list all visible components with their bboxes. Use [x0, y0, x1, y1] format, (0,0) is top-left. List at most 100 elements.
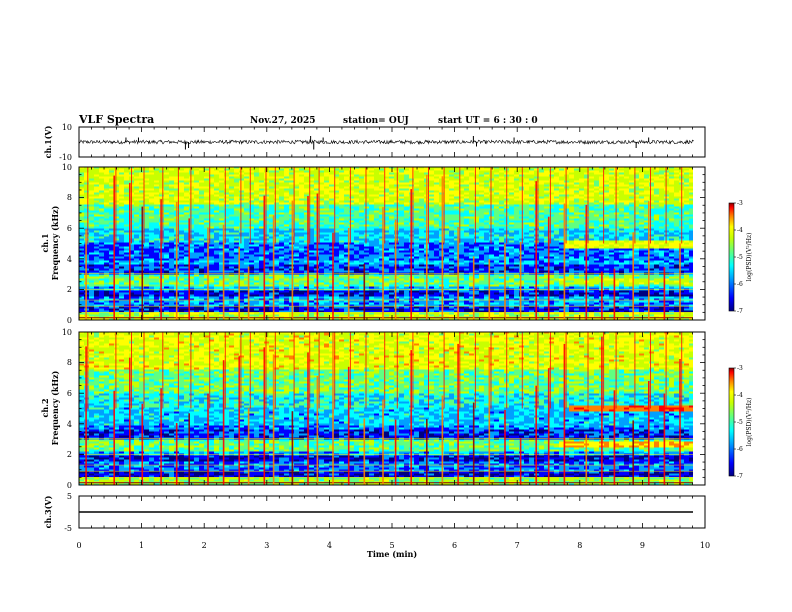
spectrogram-cell [209, 248, 215, 251]
spectrogram-cell [184, 276, 190, 279]
spectrogram-cell [589, 312, 595, 315]
spectrogram-cell [469, 262, 475, 265]
spectrogram-cell [474, 314, 480, 317]
spectrogram-cell [194, 290, 200, 293]
spectrogram-cell [259, 304, 265, 307]
spectrogram-cell [229, 274, 235, 277]
spectrogram-cell [324, 242, 330, 245]
spectrogram-cell [359, 250, 365, 253]
spectrogram-cell [369, 306, 375, 309]
spectrogram-cell [529, 278, 535, 281]
spectrogram-cell [359, 280, 365, 283]
spectrogram-cell [574, 268, 580, 271]
spectrogram-cell [79, 280, 85, 283]
spectrogram-cell [429, 306, 435, 309]
spectrogram-cell [644, 284, 650, 287]
spectrogram-cell [514, 258, 520, 261]
spectrogram-cell [209, 256, 215, 259]
spectrogram-cell [149, 262, 155, 265]
spectrogram-cell [494, 280, 500, 283]
spectrogram-cell [294, 286, 300, 289]
spectrogram-cell [124, 270, 130, 273]
spectrogram-cell [339, 240, 345, 243]
spectrogram-cell [554, 254, 560, 257]
spectrogram-cell [474, 274, 480, 277]
spectrogram-cell [489, 312, 495, 315]
spectrogram-cell [574, 254, 580, 257]
spectrogram-cell [284, 250, 290, 253]
spectrogram-cell [654, 276, 660, 279]
spectrogram-cell [389, 286, 395, 289]
spectrogram-cell [659, 266, 665, 269]
spectrogram-cell [479, 246, 485, 249]
spectrogram-cell [214, 280, 220, 283]
spectrogram-cell [524, 268, 530, 271]
spectrogram-cell [164, 294, 170, 297]
spectrogram-cell [679, 280, 685, 283]
spectrogram-cell [459, 254, 465, 257]
spectrogram-cell [454, 256, 460, 259]
spectrogram-cell [389, 240, 395, 243]
spectrogram-cell [164, 292, 170, 295]
spectrogram-cell [254, 290, 260, 293]
spectrogram-cell [494, 314, 500, 317]
spectrogram-cell [609, 280, 615, 283]
spectrogram-cell [104, 318, 110, 320]
spectrogram-cell [454, 244, 460, 247]
spectrogram-cell [679, 290, 685, 293]
spectrogram-cell [474, 298, 480, 301]
spectrogram-cell [654, 312, 660, 315]
spectrogram-cell [669, 248, 675, 251]
spectrogram-cell [644, 274, 650, 277]
spectrogram-cell [104, 312, 110, 315]
spectrogram-cell [644, 286, 650, 289]
spectrogram-cell [624, 284, 630, 287]
spectrogram-cell [254, 260, 260, 263]
spectrogram-cell [274, 292, 280, 295]
spectrogram-cell [324, 246, 330, 249]
spectrogram-cell [489, 296, 495, 299]
spectrogram-cell [224, 246, 230, 249]
spectrogram-cell [194, 294, 200, 297]
spectrogram-cell [249, 300, 255, 303]
spectrogram-cell [374, 262, 380, 265]
spectrogram-cell [404, 270, 410, 273]
spectrogram-cell [484, 308, 490, 311]
spectrogram-cell [404, 240, 410, 243]
spectrogram-cell [144, 256, 150, 259]
spectrogram-cell [144, 260, 150, 263]
spectrogram-cell [374, 284, 380, 287]
spectrogram-cell [309, 278, 315, 281]
spectrogram-cell [559, 308, 565, 311]
spectrogram-cell [444, 290, 450, 293]
spectrogram-cell [634, 298, 640, 301]
spectrogram-cell [579, 266, 585, 269]
spectrogram-cell [214, 306, 220, 309]
spectrogram-cell [214, 266, 220, 269]
spectrogram-cell [469, 248, 475, 251]
spectrogram-cell [239, 258, 245, 261]
spectrogram-cell [644, 254, 650, 257]
spectrogram-cell [669, 304, 675, 307]
spectrogram-cell [169, 252, 175, 255]
spectrogram-cell [304, 240, 310, 243]
spectrogram-cell [184, 304, 190, 307]
spectrogram-cell [554, 290, 560, 293]
spectrogram-cell [224, 298, 230, 301]
spectrogram-cell [364, 306, 370, 309]
spectrogram-cell [549, 282, 555, 285]
spectrogram-cell [344, 258, 350, 261]
spectrogram-cell [354, 244, 360, 247]
spectrogram-cell [594, 280, 600, 283]
spectrogram-cell [469, 278, 475, 281]
spectrogram-cell [194, 296, 200, 299]
spectrogram-cell [429, 318, 435, 320]
spectrogram-cell [94, 296, 100, 299]
spectrogram-cell [224, 274, 230, 277]
spectrogram-cell [639, 308, 645, 311]
spectrogram-cell [559, 266, 565, 269]
spectrogram-cell [414, 300, 420, 303]
spectrogram-cell [324, 292, 330, 295]
spectrogram-cell [549, 312, 555, 315]
spectrogram-cell [164, 280, 170, 283]
